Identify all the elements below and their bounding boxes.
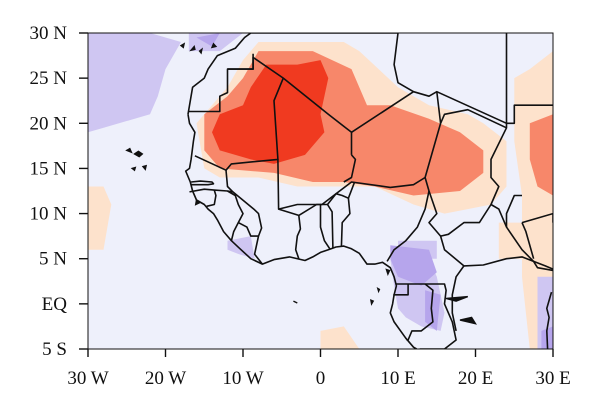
coastline-south	[184, 114, 418, 349]
country-border	[406, 283, 434, 341]
weak-warm-region	[498, 222, 522, 259]
country-border	[278, 208, 302, 259]
country-border	[451, 265, 465, 332]
x-tick-label: 20 E	[458, 368, 493, 389]
country-border	[237, 221, 259, 237]
country-border	[436, 91, 442, 124]
y-tick-label: 5 S	[42, 339, 67, 360]
weak-warm-region	[88, 186, 112, 250]
country-border	[521, 212, 553, 224]
country-border	[351, 33, 508, 133]
island	[293, 300, 298, 304]
country-border	[191, 180, 215, 186]
axes: 30 W 20 W 10 W 0 10 E 20 E 30 E 30 N 25 N 20 N 15 …	[30, 23, 571, 389]
island	[459, 316, 477, 325]
island	[210, 42, 218, 49]
country-border	[506, 104, 553, 125]
island	[133, 150, 144, 158]
island	[376, 287, 381, 294]
shaded-anomaly-layer	[88, 33, 553, 349]
y-tick-label: 15 N	[30, 158, 68, 179]
island	[385, 268, 391, 277]
country-border	[343, 154, 357, 183]
island	[141, 164, 148, 171]
weak-warm-region	[320, 326, 360, 349]
moderate-cool-region	[196, 33, 220, 47]
country-border	[225, 170, 264, 265]
country-borders-layer	[125, 33, 553, 349]
country-border	[396, 283, 457, 349]
moderate-cool-region	[390, 245, 437, 286]
island	[130, 166, 137, 172]
y-tick-label: 5 N	[39, 249, 67, 270]
x-tick-label: 10 E	[380, 368, 415, 389]
country-border	[206, 189, 217, 208]
island	[125, 147, 133, 154]
weak-cool-region	[227, 236, 255, 259]
island	[445, 295, 469, 302]
country-border	[545, 291, 553, 349]
country-border	[424, 127, 508, 237]
country-border	[320, 203, 334, 248]
country-border	[277, 108, 508, 210]
country-border	[393, 33, 414, 93]
country-border	[393, 284, 409, 296]
country-border	[227, 190, 244, 241]
strong-warm-region	[212, 60, 329, 164]
y-tick-label: 20 N	[30, 113, 68, 134]
island	[179, 42, 186, 49]
country-border	[298, 203, 331, 250]
moderate-cool-region	[425, 290, 441, 331]
country-border	[505, 194, 522, 228]
x-tick-label: 0	[316, 368, 326, 389]
island	[198, 47, 204, 55]
country-border	[386, 190, 430, 262]
x-tick-label: 30 W	[67, 368, 108, 389]
y-tick-label: 30 N	[30, 23, 68, 44]
country-border	[347, 181, 356, 199]
moderate-warm-region	[529, 114, 553, 196]
country-border	[439, 235, 553, 272]
y-tick-label: EQ	[42, 294, 68, 315]
weak-cool-region	[88, 33, 181, 133]
country-border	[194, 77, 285, 171]
x-tick-label: 10 W	[222, 368, 263, 389]
y-tick-label: 10 N	[30, 204, 68, 225]
y-tick-label: 25 N	[30, 68, 68, 89]
country-border	[533, 260, 553, 295]
x-tick-label: 20 W	[145, 368, 186, 389]
country-border	[521, 222, 535, 259]
x-tick-label: 30 E	[535, 368, 570, 389]
coastline-north	[187, 33, 399, 115]
island	[189, 44, 196, 52]
island	[369, 299, 375, 306]
island	[194, 198, 201, 206]
